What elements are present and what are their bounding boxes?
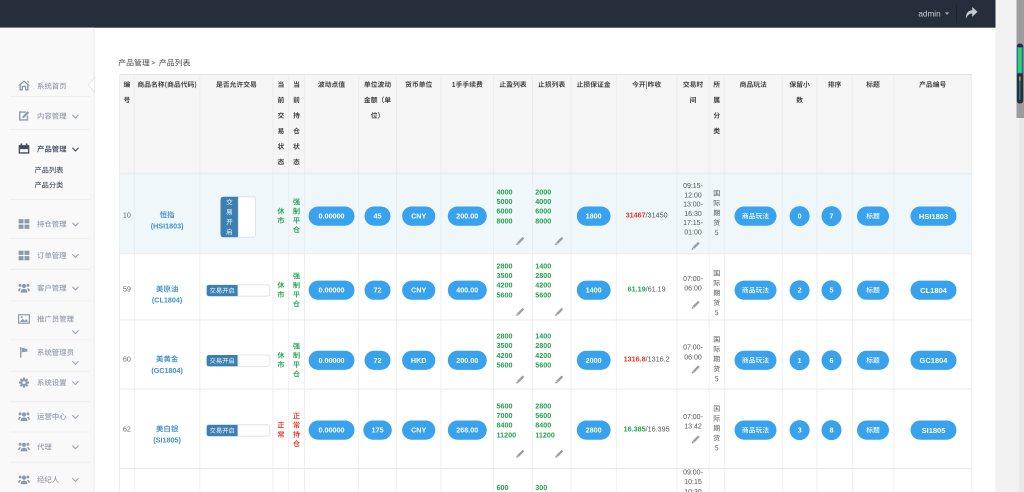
- svg-text:4200: 4200: [535, 281, 551, 290]
- svg-text:2000: 2000: [586, 356, 602, 365]
- svg-text:2800: 2800: [535, 341, 551, 350]
- svg-text:0.00000: 0.00000: [319, 356, 345, 365]
- svg-text:0: 0: [798, 212, 802, 221]
- svg-text:300: 300: [535, 483, 547, 492]
- svg-text:45: 45: [374, 212, 382, 221]
- svg-text:17:15-: 17:15-: [683, 220, 704, 227]
- svg-text:16.385/16.395: 16.385/16.395: [624, 424, 670, 433]
- svg-text:1800: 1800: [586, 212, 602, 221]
- svg-text:5600: 5600: [535, 411, 551, 420]
- svg-text:60: 60: [123, 355, 131, 364]
- svg-text:2: 2: [798, 286, 802, 295]
- svg-text:13:00-: 13:00-: [683, 202, 704, 209]
- svg-text:1316.8/1316.2: 1316.8/1316.2: [624, 355, 670, 364]
- svg-text:3500: 3500: [497, 341, 513, 350]
- svg-text:2000: 2000: [535, 187, 551, 196]
- svg-text:5: 5: [830, 286, 834, 295]
- svg-text:09:00-: 09:00-: [683, 469, 704, 476]
- svg-text:2800: 2800: [535, 401, 551, 410]
- svg-text:1400: 1400: [535, 261, 551, 270]
- svg-text:07:00-: 07:00-: [683, 414, 704, 421]
- svg-text:4200: 4200: [497, 281, 513, 290]
- svg-text:GC1804: GC1804: [920, 356, 949, 365]
- svg-text:200.00: 200.00: [456, 212, 478, 221]
- svg-text:3500: 3500: [497, 271, 513, 280]
- svg-text:5600: 5600: [497, 290, 513, 299]
- svg-text:4000: 4000: [497, 187, 513, 196]
- svg-text:4200: 4200: [497, 351, 513, 360]
- svg-text:SI1805: SI1805: [922, 426, 946, 435]
- svg-text:5600: 5600: [535, 361, 551, 370]
- svg-text:200.00: 200.00: [456, 356, 478, 365]
- svg-text:CNY: CNY: [411, 286, 426, 295]
- svg-text:CL1804: CL1804: [920, 286, 948, 295]
- svg-text:2800: 2800: [497, 261, 513, 270]
- svg-text:6000: 6000: [535, 207, 551, 216]
- svg-text:10:15: 10:15: [684, 479, 702, 486]
- svg-text:61.19/61.19: 61.19/61.19: [628, 284, 666, 293]
- svg-text:175: 175: [372, 426, 384, 435]
- svg-text:5600: 5600: [535, 290, 551, 299]
- svg-text:2800: 2800: [497, 332, 513, 341]
- svg-text:HKD: HKD: [411, 356, 427, 365]
- svg-text:16:30: 16:30: [684, 211, 702, 218]
- svg-text:06:00: 06:00: [684, 286, 702, 293]
- svg-text:6: 6: [830, 356, 834, 365]
- svg-text:06:00: 06:00: [684, 354, 702, 361]
- svg-text:10: 10: [123, 210, 131, 219]
- svg-text:31467/31450: 31467/31450: [626, 210, 668, 219]
- svg-text:0.00000: 0.00000: [319, 426, 345, 435]
- svg-text:268.00: 268.00: [456, 426, 478, 435]
- svg-text:CNY: CNY: [411, 212, 426, 221]
- svg-text:62: 62: [123, 424, 131, 433]
- svg-text:0.00000: 0.00000: [319, 286, 345, 295]
- svg-text:11200: 11200: [497, 430, 517, 439]
- svg-text:5600: 5600: [497, 401, 513, 410]
- svg-text:400.00: 400.00: [456, 286, 478, 295]
- svg-text:10:30: 10:30: [684, 489, 702, 492]
- svg-text:1: 1: [798, 356, 802, 365]
- svg-text:59: 59: [123, 284, 131, 293]
- svg-text:4000: 4000: [535, 197, 551, 206]
- svg-text:09:15-: 09:15-: [683, 183, 704, 190]
- svg-text:01:00: 01:00: [684, 230, 702, 237]
- svg-text:72: 72: [374, 286, 382, 295]
- svg-text:(CL1804): (CL1804): [152, 296, 183, 305]
- svg-text:(GC1804): (GC1804): [151, 366, 183, 375]
- svg-text:CNY: CNY: [411, 426, 426, 435]
- svg-text:2800: 2800: [535, 271, 551, 280]
- svg-text:admin: admin: [918, 10, 941, 19]
- svg-text:1400: 1400: [586, 286, 602, 295]
- svg-text:(HSI1803): (HSI1803): [151, 222, 184, 231]
- svg-text:8000: 8000: [535, 216, 551, 225]
- svg-text:7: 7: [830, 212, 834, 221]
- svg-text:HSI1803: HSI1803: [919, 212, 948, 221]
- svg-text:8400: 8400: [535, 421, 551, 430]
- svg-text:0.00000: 0.00000: [319, 212, 345, 221]
- svg-text:5000: 5000: [497, 197, 513, 206]
- svg-text:8: 8: [830, 426, 834, 435]
- svg-text:8400: 8400: [497, 421, 513, 430]
- svg-text:4200: 4200: [535, 351, 551, 360]
- svg-text:7000: 7000: [497, 411, 513, 420]
- svg-text:8000: 8000: [497, 216, 513, 225]
- svg-text:600: 600: [497, 483, 509, 492]
- svg-text:13:42: 13:42: [684, 424, 702, 431]
- svg-text:07:00-: 07:00-: [683, 345, 704, 352]
- svg-text:6000: 6000: [497, 207, 513, 216]
- svg-text:1400: 1400: [535, 332, 551, 341]
- svg-text:11200: 11200: [535, 430, 555, 439]
- svg-text:12:00: 12:00: [684, 192, 702, 199]
- svg-text:(SI1805): (SI1805): [153, 436, 181, 445]
- svg-text:3: 3: [798, 426, 802, 435]
- svg-text:2800: 2800: [586, 426, 602, 435]
- svg-text:72: 72: [374, 356, 382, 365]
- svg-text:5600: 5600: [497, 361, 513, 370]
- svg-text:07:00-: 07:00-: [683, 276, 704, 283]
